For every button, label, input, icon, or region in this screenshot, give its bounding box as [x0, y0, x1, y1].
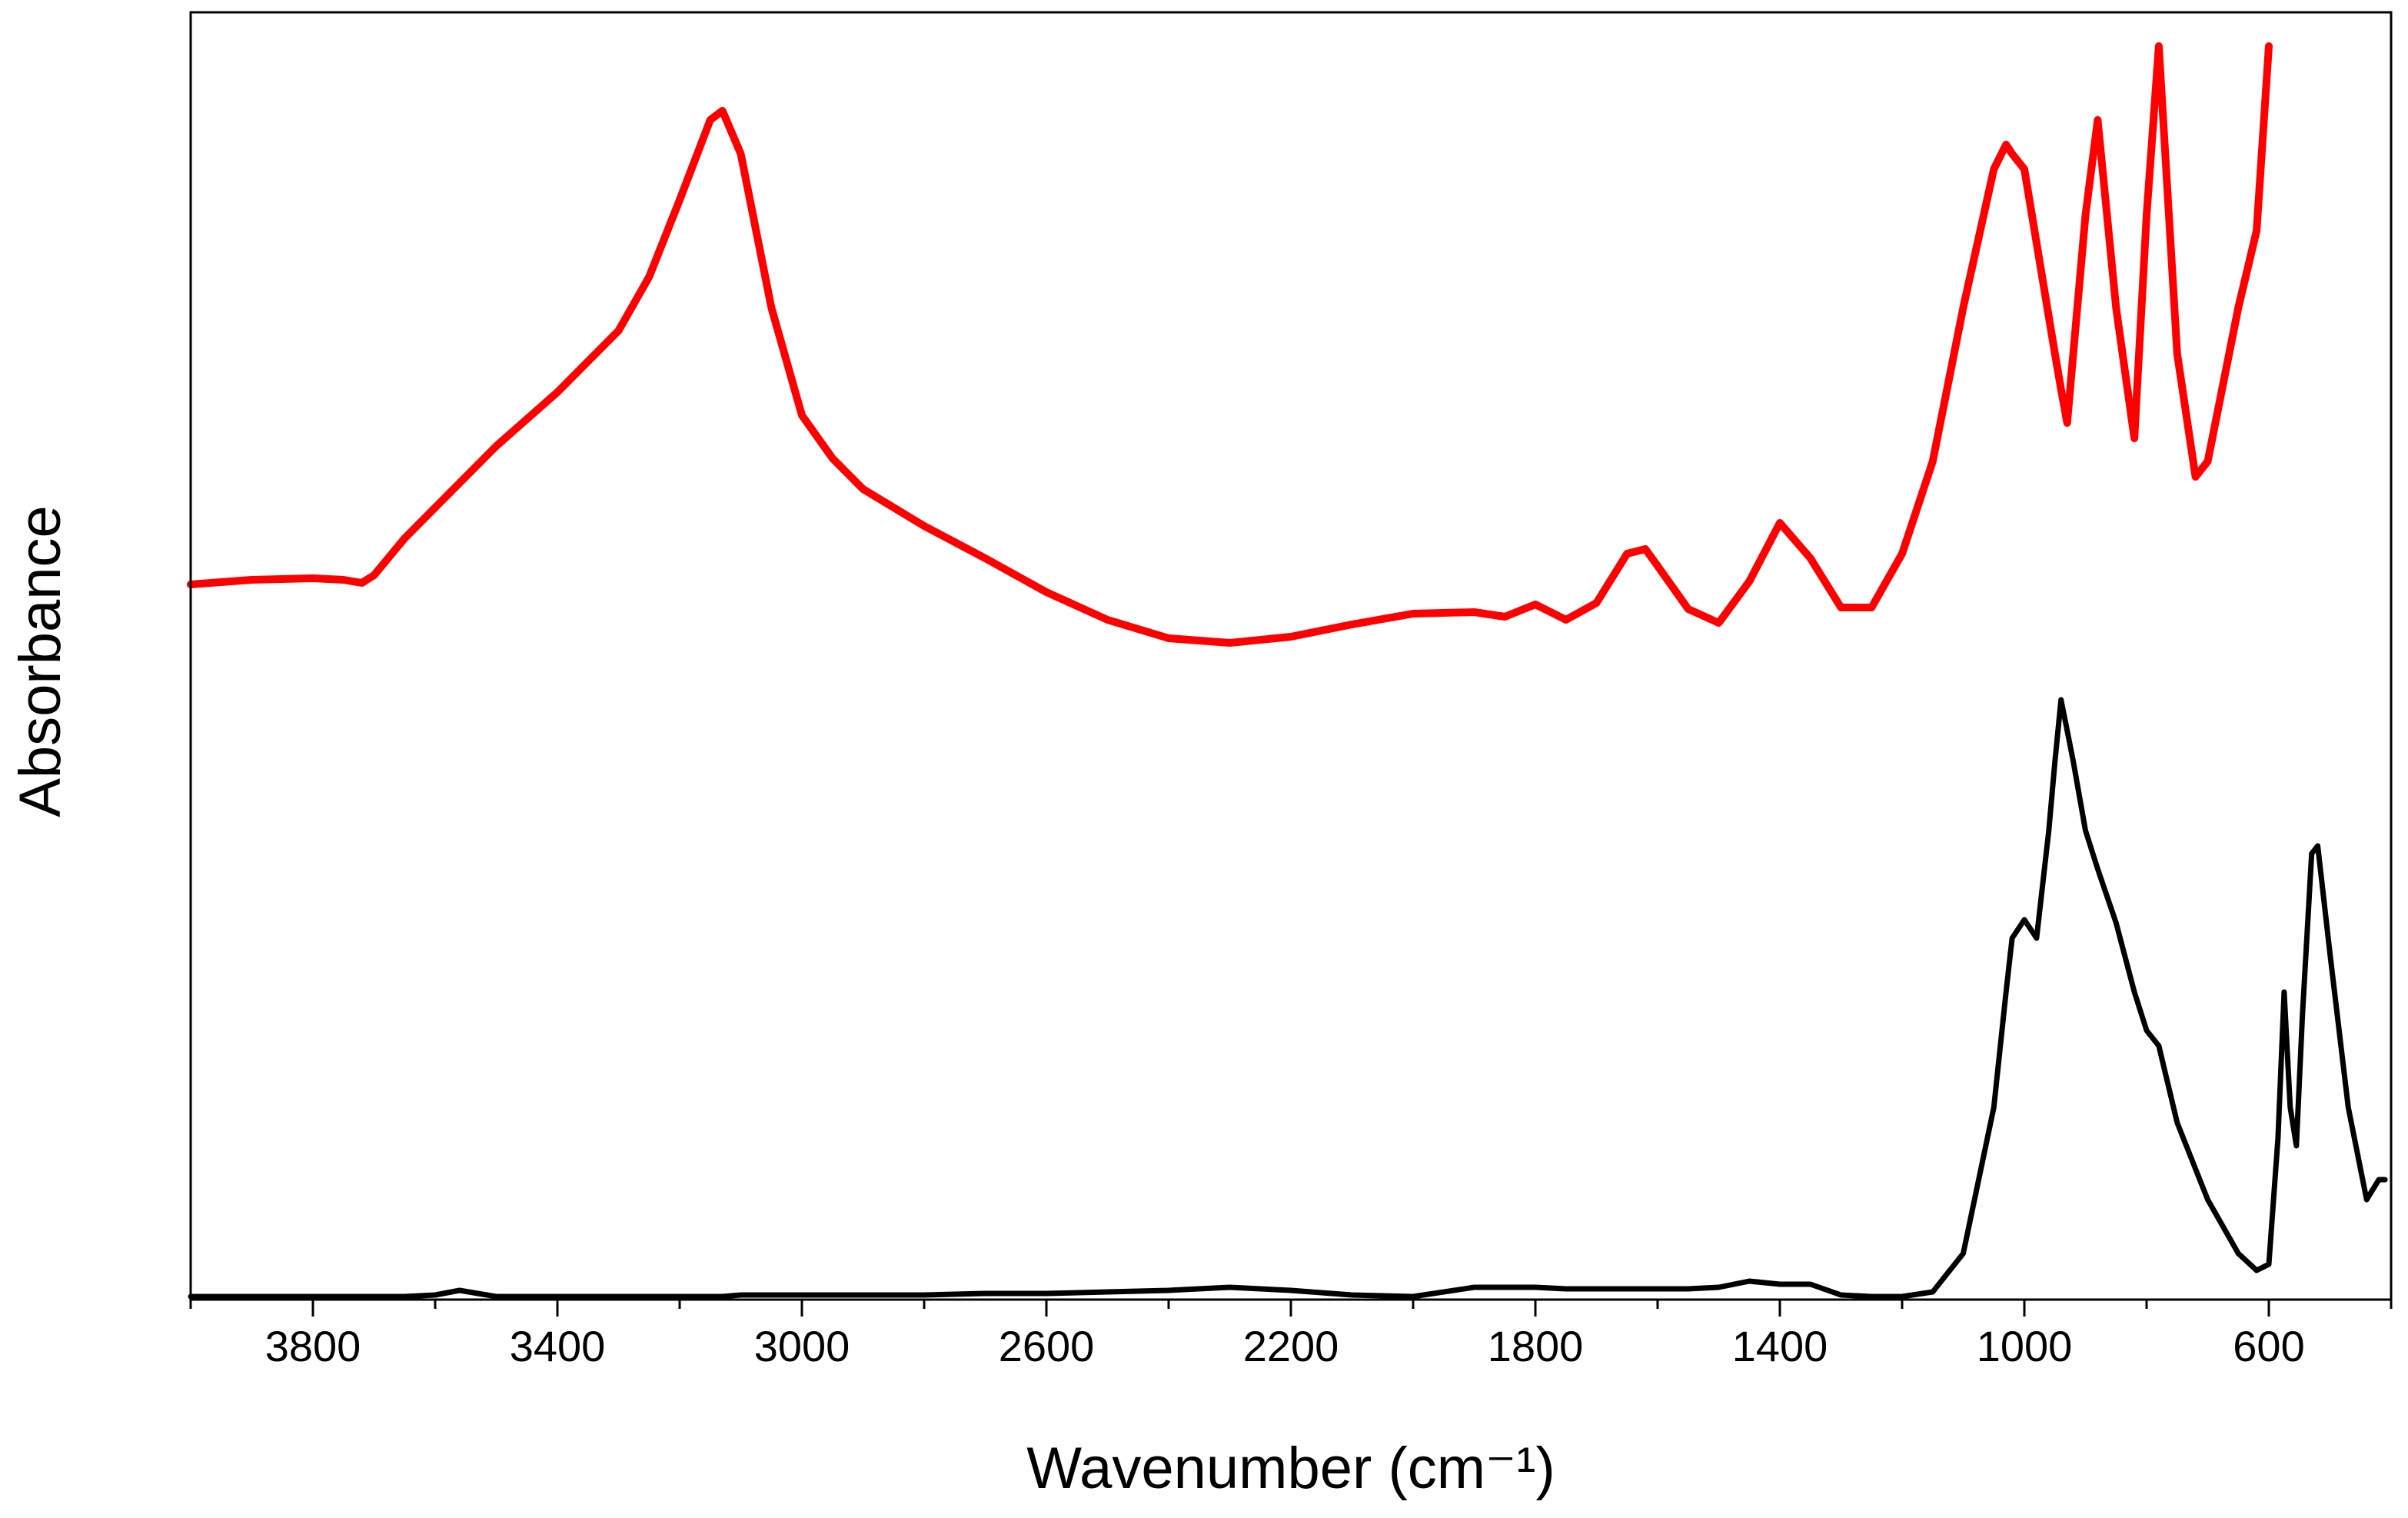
x-tick-label: 1800 — [1488, 1322, 1584, 1370]
x-axis-title: Wavenumber (cm⁻¹) — [1026, 1436, 1555, 1501]
x-tick-label: 3000 — [754, 1322, 850, 1370]
spectrum-line — [187, 42, 2273, 647]
plot-frame — [189, 11, 2393, 1301]
x-tick-label: 2200 — [1243, 1322, 1339, 1370]
x-tick-label: 1400 — [1732, 1322, 1828, 1370]
x-tick-label: 1000 — [1977, 1322, 2073, 1370]
x-tick-label: 3800 — [265, 1322, 361, 1370]
x-tick-label: 2600 — [999, 1322, 1095, 1370]
spectrum-line — [188, 697, 2388, 1300]
x-tick-label: 3400 — [510, 1322, 606, 1370]
x-tick-label: 600 — [2233, 1322, 2304, 1370]
y-axis-title: Absorbance — [8, 505, 73, 817]
